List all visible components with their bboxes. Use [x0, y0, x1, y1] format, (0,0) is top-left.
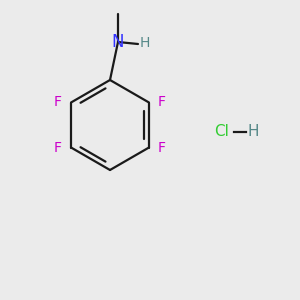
Text: N: N: [112, 33, 124, 51]
Text: F: F: [54, 142, 62, 155]
Text: F: F: [158, 142, 166, 155]
Text: Cl: Cl: [214, 124, 230, 140]
Text: H: H: [140, 36, 150, 50]
Text: F: F: [158, 94, 166, 109]
Text: H: H: [247, 124, 259, 140]
Text: F: F: [54, 94, 62, 109]
